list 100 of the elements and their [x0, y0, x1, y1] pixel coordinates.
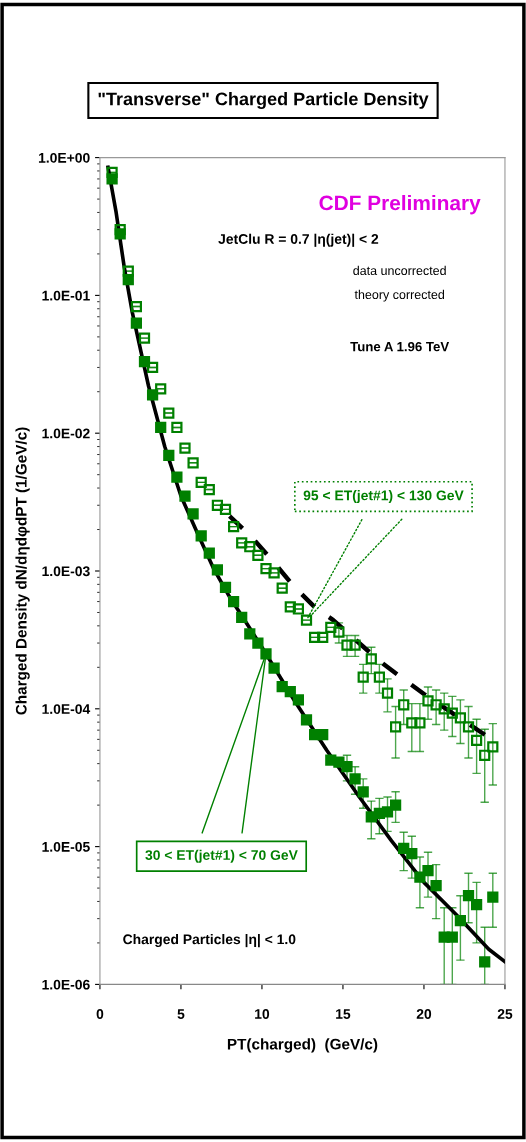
point	[260, 648, 272, 660]
point	[179, 442, 191, 454]
point	[244, 628, 256, 640]
point	[236, 611, 248, 624]
y-tick-label: 1.0E-04	[42, 704, 91, 714]
point	[292, 694, 305, 706]
annotation: CDF Preliminary	[319, 195, 481, 215]
x-tick-label: 25	[497, 1009, 513, 1019]
text: 95 < ET(jet#1) < 130 GeV	[303, 490, 464, 504]
point	[487, 891, 499, 903]
point	[155, 383, 167, 395]
point	[276, 582, 288, 594]
point	[462, 721, 475, 733]
annotation: Tune A 1.96 TeV	[350, 341, 450, 352]
x-tick-label: 5	[177, 1009, 185, 1019]
point	[341, 761, 353, 773]
point	[462, 890, 475, 902]
point	[203, 547, 215, 559]
point	[414, 717, 426, 729]
y-tick-label: 1.0E-01	[42, 290, 90, 301]
x-axis-title: PT(charged) (GeV/c)	[227, 1038, 378, 1053]
point	[130, 300, 143, 313]
point	[406, 847, 418, 860]
point	[389, 721, 402, 733]
point	[398, 699, 410, 711]
point	[373, 671, 386, 683]
point	[179, 490, 191, 502]
point	[146, 389, 159, 401]
point	[446, 931, 458, 943]
point	[454, 915, 467, 927]
point	[187, 508, 199, 520]
point	[333, 626, 345, 638]
y-tick-label: 1.0E-05	[42, 841, 90, 852]
point	[171, 421, 183, 434]
point	[438, 703, 450, 715]
point	[171, 471, 183, 483]
y-tick-label: 1.0E-03	[42, 566, 90, 577]
point	[211, 499, 224, 511]
point	[163, 449, 175, 462]
point	[130, 317, 143, 329]
point	[195, 476, 207, 488]
point	[430, 880, 442, 892]
line-series	[106, 165, 505, 964]
point	[195, 530, 207, 542]
point	[446, 707, 458, 719]
point	[470, 734, 483, 746]
point	[470, 898, 483, 911]
chart-title: "Transverse" Charged Particle Density	[98, 92, 429, 109]
y-tick-label: 1.0E-02	[42, 428, 90, 439]
point	[325, 621, 337, 633]
point	[430, 699, 442, 711]
point	[146, 361, 159, 374]
point	[260, 563, 272, 575]
y-axis-title: Charged Density dN/dηdφdPT (1/GeV/c)	[15, 427, 30, 715]
point	[381, 687, 394, 699]
point	[122, 265, 134, 277]
point	[357, 786, 369, 798]
text: 30 < ET(jet#1) < 70 GeV	[145, 849, 298, 863]
point	[227, 520, 240, 533]
point	[300, 714, 313, 726]
point	[349, 773, 361, 785]
point	[114, 224, 126, 236]
point	[317, 728, 329, 741]
point	[422, 864, 434, 877]
point	[236, 537, 248, 549]
point	[268, 567, 280, 579]
point	[284, 686, 296, 698]
annotation: data uncorrected	[353, 265, 446, 276]
point	[163, 407, 175, 419]
point	[300, 614, 313, 626]
point	[341, 639, 353, 651]
x-tick-label: 20	[416, 1009, 432, 1019]
point	[252, 637, 264, 649]
y-tick-label: 1.0E+00	[38, 152, 90, 163]
x-tick-label: 10	[255, 1009, 270, 1019]
point	[357, 671, 369, 683]
point	[227, 595, 240, 608]
point	[106, 166, 118, 179]
x-tick-label: 15	[336, 1009, 351, 1019]
point	[219, 581, 232, 594]
annotation: JetClu R = 0.7 |η(jet)| < 2	[218, 233, 379, 247]
annotation: Charged Particles |η| < 1.0	[123, 934, 296, 948]
point	[422, 695, 434, 707]
point	[365, 653, 377, 665]
annotation: theory corrected	[354, 289, 445, 302]
point	[349, 639, 361, 651]
point	[155, 421, 167, 434]
point	[187, 457, 199, 469]
point	[268, 662, 280, 674]
point	[389, 799, 402, 811]
point	[203, 483, 215, 496]
point	[252, 549, 264, 561]
point	[219, 503, 232, 515]
y-tick-label: 1.0E-06	[42, 979, 90, 990]
point	[138, 332, 151, 344]
point	[479, 749, 491, 761]
point	[244, 541, 256, 553]
x-tick-label: 0	[96, 1009, 104, 1019]
point	[487, 741, 499, 753]
point	[479, 956, 491, 968]
